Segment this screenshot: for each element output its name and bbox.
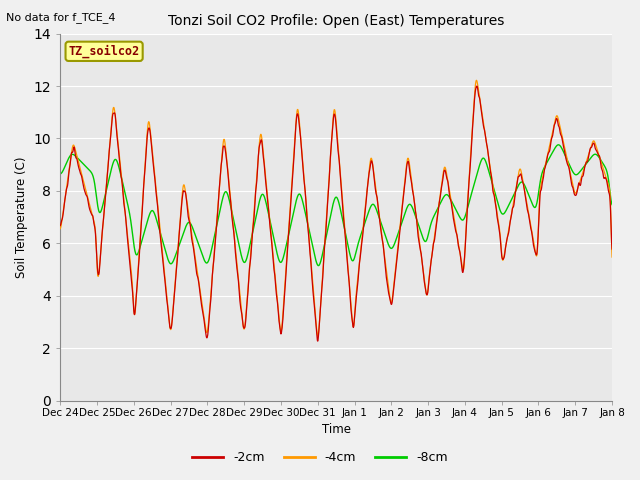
Title: Tonzi Soil CO2 Profile: Open (East) Temperatures: Tonzi Soil CO2 Profile: Open (East) Temp…: [168, 14, 504, 28]
X-axis label: Time: Time: [322, 423, 351, 436]
Text: No data for f_TCE_4: No data for f_TCE_4: [6, 12, 116, 23]
Y-axis label: Soil Temperature (C): Soil Temperature (C): [15, 156, 28, 278]
Text: TZ_soilco2: TZ_soilco2: [68, 45, 140, 58]
Legend: -2cm, -4cm, -8cm: -2cm, -4cm, -8cm: [187, 446, 453, 469]
